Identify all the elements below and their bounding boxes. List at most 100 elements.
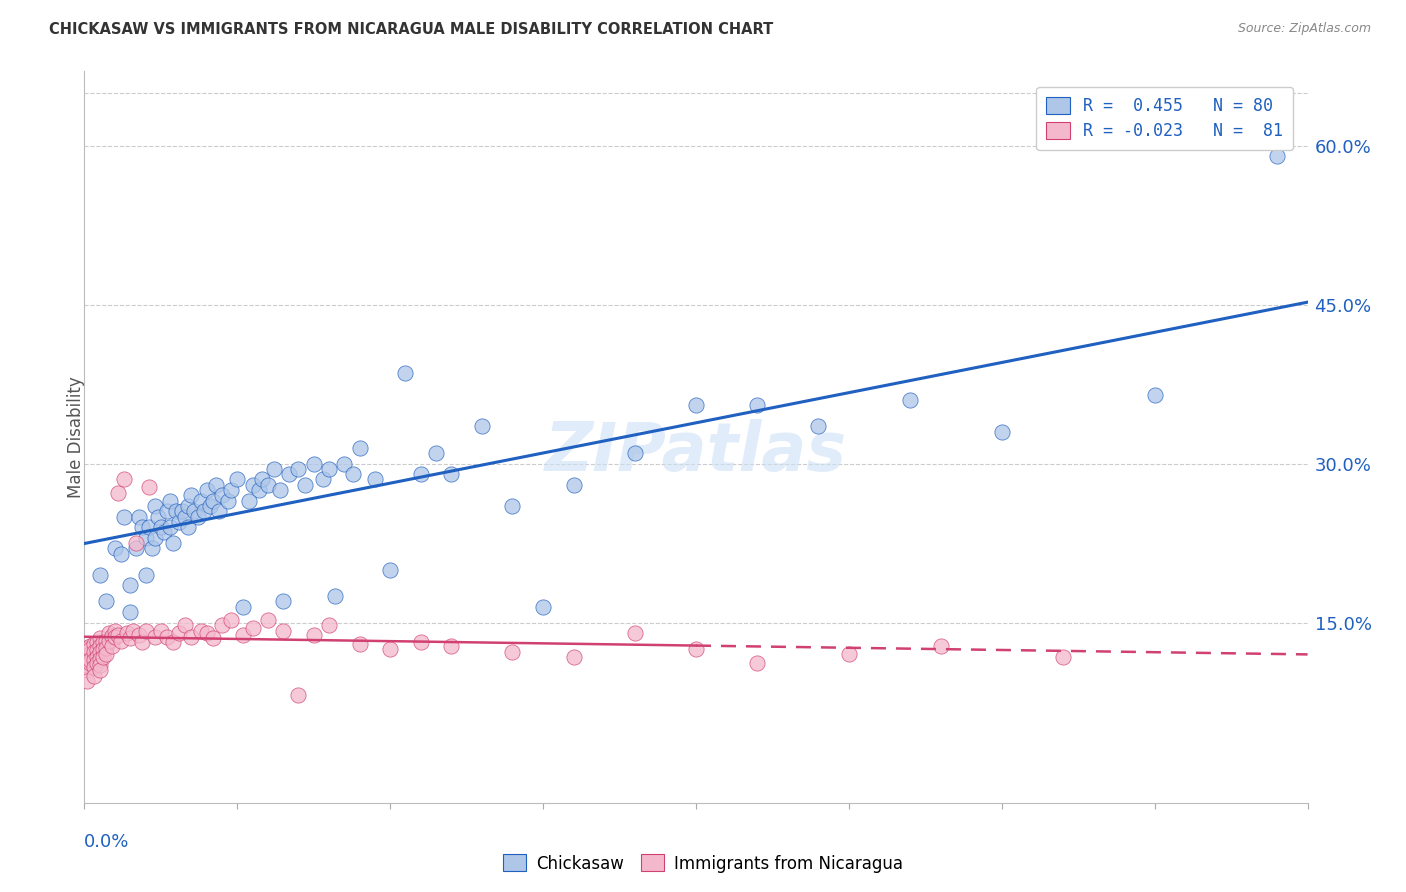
Point bbox=[685, 398, 707, 412]
Text: CHICKASAW VS IMMIGRANTS FROM NICARAGUA MALE DISABILITY CORRELATION CHART: CHICKASAW VS IMMIGRANTS FROM NICARAGUA M… bbox=[49, 22, 773, 37]
Point bbox=[440, 467, 463, 482]
Point bbox=[131, 634, 153, 648]
Point bbox=[89, 632, 111, 646]
Point bbox=[180, 631, 202, 645]
Point bbox=[232, 628, 254, 642]
Point bbox=[110, 547, 132, 561]
Point bbox=[143, 531, 166, 545]
Point bbox=[104, 541, 127, 556]
Point bbox=[128, 628, 150, 642]
Point bbox=[624, 626, 647, 640]
Point bbox=[201, 493, 224, 508]
Point bbox=[83, 668, 105, 682]
Point bbox=[86, 643, 108, 657]
Point bbox=[198, 499, 221, 513]
Point bbox=[302, 457, 325, 471]
Point bbox=[318, 617, 340, 632]
Point bbox=[89, 651, 111, 665]
Point bbox=[342, 467, 364, 482]
Point bbox=[250, 473, 273, 487]
Point bbox=[101, 639, 124, 653]
Point bbox=[162, 634, 184, 648]
Point bbox=[135, 624, 157, 638]
Point bbox=[226, 473, 249, 487]
Point bbox=[128, 509, 150, 524]
Point bbox=[177, 499, 200, 513]
Text: ZIPatlas: ZIPatlas bbox=[546, 418, 846, 484]
Point bbox=[79, 653, 101, 667]
Point bbox=[685, 642, 707, 657]
Point bbox=[107, 628, 129, 642]
Point bbox=[138, 520, 160, 534]
Point bbox=[110, 633, 132, 648]
Point bbox=[165, 504, 187, 518]
Point bbox=[91, 649, 114, 664]
Point bbox=[1052, 649, 1074, 664]
Point bbox=[190, 493, 212, 508]
Point bbox=[112, 473, 135, 487]
Point bbox=[159, 520, 181, 534]
Point bbox=[156, 504, 179, 518]
Point bbox=[79, 648, 101, 662]
Point bbox=[86, 634, 108, 648]
Point bbox=[167, 515, 190, 529]
Point bbox=[89, 663, 111, 677]
Point bbox=[502, 499, 524, 513]
Point bbox=[349, 441, 371, 455]
Point bbox=[287, 688, 309, 702]
Point bbox=[174, 509, 197, 524]
Point bbox=[120, 605, 142, 619]
Point bbox=[89, 645, 111, 659]
Point bbox=[394, 367, 416, 381]
Point bbox=[1143, 387, 1166, 401]
Point bbox=[135, 567, 157, 582]
Point bbox=[131, 520, 153, 534]
Point bbox=[97, 626, 120, 640]
Point bbox=[193, 504, 215, 518]
Point bbox=[107, 486, 129, 500]
Point bbox=[183, 504, 205, 518]
Point bbox=[94, 594, 117, 608]
Point bbox=[217, 493, 239, 508]
Point bbox=[624, 446, 647, 460]
Point bbox=[471, 419, 494, 434]
Point bbox=[149, 624, 172, 638]
Point bbox=[135, 531, 157, 545]
Point bbox=[242, 477, 264, 491]
Point bbox=[174, 617, 197, 632]
Point bbox=[991, 425, 1014, 439]
Point bbox=[120, 632, 142, 646]
Point bbox=[94, 633, 117, 648]
Point bbox=[747, 656, 769, 670]
Point bbox=[380, 563, 402, 577]
Point bbox=[201, 632, 224, 646]
Point bbox=[238, 493, 260, 508]
Point bbox=[562, 477, 585, 491]
Point bbox=[364, 473, 387, 487]
Point bbox=[83, 653, 105, 667]
Point bbox=[211, 617, 233, 632]
Point bbox=[86, 649, 108, 664]
Point bbox=[211, 488, 233, 502]
Text: Source: ZipAtlas.com: Source: ZipAtlas.com bbox=[1237, 22, 1371, 36]
Point bbox=[89, 658, 111, 673]
Point bbox=[125, 541, 148, 556]
Point bbox=[242, 621, 264, 635]
Point bbox=[146, 509, 169, 524]
Point bbox=[257, 477, 280, 491]
Y-axis label: Male Disability: Male Disability bbox=[67, 376, 84, 498]
Point bbox=[195, 483, 218, 497]
Point bbox=[83, 660, 105, 674]
Point bbox=[76, 649, 98, 664]
Point bbox=[91, 642, 114, 657]
Point bbox=[323, 589, 346, 603]
Point bbox=[172, 504, 194, 518]
Point bbox=[208, 504, 231, 518]
Point bbox=[79, 656, 101, 670]
Point bbox=[409, 467, 432, 482]
Point bbox=[271, 624, 294, 638]
Point bbox=[153, 525, 176, 540]
Point bbox=[271, 594, 294, 608]
Point bbox=[312, 473, 335, 487]
Point bbox=[76, 673, 98, 688]
